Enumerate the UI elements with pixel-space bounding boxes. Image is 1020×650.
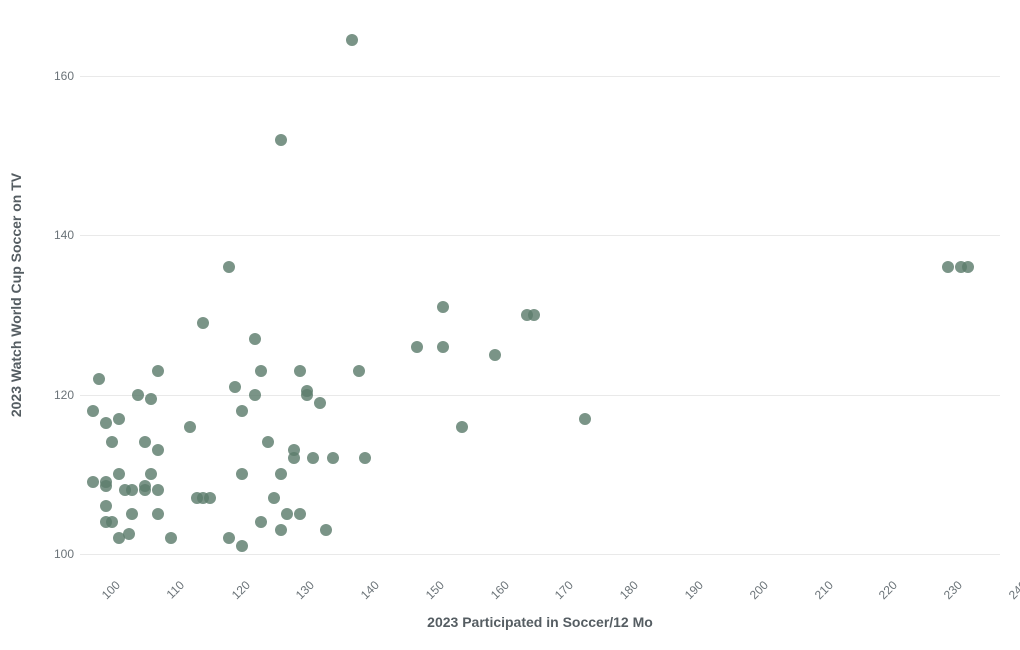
data-point	[942, 261, 954, 273]
x-tick-label: 100	[99, 578, 123, 602]
x-tick-label: 120	[228, 578, 252, 602]
data-point	[268, 492, 280, 504]
x-tick-label: 180	[617, 578, 641, 602]
x-tick-label: 200	[747, 578, 771, 602]
gridline	[80, 76, 1000, 77]
data-point	[327, 452, 339, 464]
scatter-chart: 2023 Watch World Cup Soccer on TV 2023 P…	[0, 0, 1020, 650]
data-point	[204, 492, 216, 504]
data-point	[262, 436, 274, 448]
data-point	[152, 484, 164, 496]
data-point	[359, 452, 371, 464]
data-point	[437, 341, 449, 353]
data-point	[184, 421, 196, 433]
data-point	[145, 393, 157, 405]
y-tick-label: 120	[46, 388, 74, 402]
data-point	[346, 34, 358, 46]
data-point	[307, 452, 319, 464]
data-point	[106, 516, 118, 528]
y-axis-title: 2023 Watch World Cup Soccer on TV	[8, 173, 24, 417]
x-axis-title: 2023 Participated in Soccer/12 Mo	[427, 614, 653, 630]
data-point	[411, 341, 423, 353]
data-point	[123, 528, 135, 540]
data-point	[456, 421, 468, 433]
data-point	[139, 436, 151, 448]
data-point	[132, 389, 144, 401]
x-tick-label: 140	[358, 578, 382, 602]
x-tick-label: 240	[1006, 578, 1020, 602]
data-point	[962, 261, 974, 273]
data-point	[145, 468, 157, 480]
data-point	[229, 381, 241, 393]
x-tick-label: 130	[293, 578, 317, 602]
data-point	[236, 405, 248, 417]
data-point	[139, 480, 151, 492]
data-point	[489, 349, 501, 361]
y-tick-label: 140	[46, 228, 74, 242]
gridline	[80, 395, 1000, 396]
data-point	[255, 365, 267, 377]
data-point	[288, 452, 300, 464]
data-point	[275, 524, 287, 536]
data-point	[275, 134, 287, 146]
data-point	[152, 365, 164, 377]
plot-area	[80, 20, 1000, 570]
data-point	[255, 516, 267, 528]
data-point	[236, 468, 248, 480]
data-point	[301, 385, 313, 397]
y-tick-label: 160	[46, 69, 74, 83]
data-point	[100, 476, 112, 488]
data-point	[294, 365, 306, 377]
y-tick-label: 100	[46, 547, 74, 561]
x-tick-label: 230	[941, 578, 965, 602]
data-point	[294, 508, 306, 520]
data-point	[223, 261, 235, 273]
x-tick-label: 150	[423, 578, 447, 602]
data-point	[113, 413, 125, 425]
x-tick-label: 170	[552, 578, 576, 602]
data-point	[152, 444, 164, 456]
data-point	[126, 484, 138, 496]
data-point	[223, 532, 235, 544]
data-point	[281, 508, 293, 520]
data-point	[197, 317, 209, 329]
x-tick-label: 160	[488, 578, 512, 602]
data-point	[314, 397, 326, 409]
data-point	[275, 468, 287, 480]
data-point	[320, 524, 332, 536]
data-point	[236, 540, 248, 552]
data-point	[113, 468, 125, 480]
x-tick-label: 220	[876, 578, 900, 602]
data-point	[87, 476, 99, 488]
data-point	[100, 417, 112, 429]
x-tick-label: 110	[163, 578, 186, 601]
data-point	[152, 508, 164, 520]
data-point	[249, 389, 261, 401]
data-point	[106, 436, 118, 448]
data-point	[579, 413, 591, 425]
data-point	[437, 301, 449, 313]
data-point	[93, 373, 105, 385]
data-point	[126, 508, 138, 520]
gridline	[80, 554, 1000, 555]
data-point	[353, 365, 365, 377]
data-point	[249, 333, 261, 345]
data-point	[528, 309, 540, 321]
data-point	[87, 405, 99, 417]
x-tick-label: 190	[682, 578, 706, 602]
x-tick-label: 210	[811, 578, 835, 602]
data-point	[100, 500, 112, 512]
gridline	[80, 235, 1000, 236]
data-point	[165, 532, 177, 544]
